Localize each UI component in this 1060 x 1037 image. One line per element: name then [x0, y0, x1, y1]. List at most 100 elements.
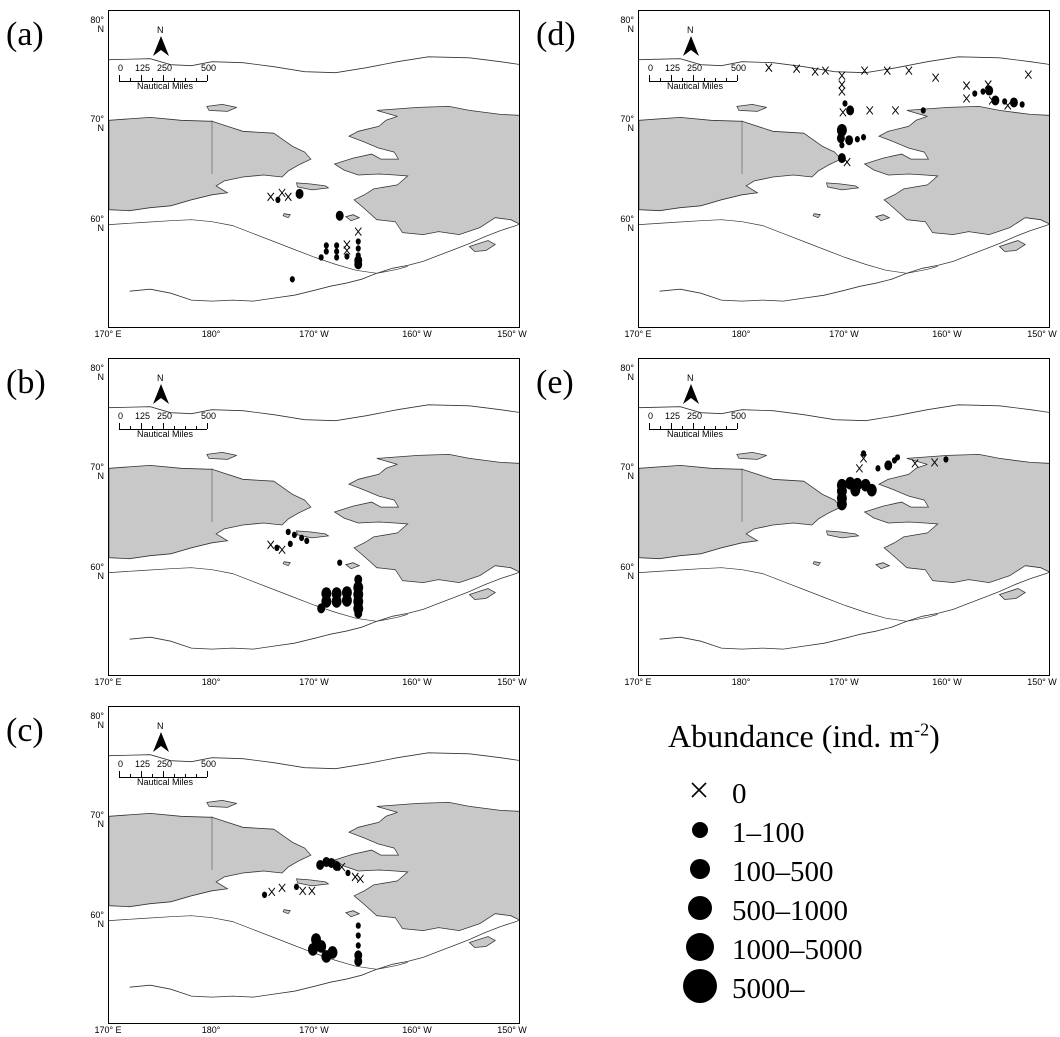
station-abundance-marker [1009, 97, 1018, 108]
longitude-label: 150° W [1027, 677, 1057, 687]
latitude-label: 80° [90, 15, 104, 25]
panel-label: (d) [536, 16, 576, 53]
station-abundance-marker [331, 595, 342, 608]
coastline-arctic [639, 404, 1049, 422]
latitude-hemisphere-label: N [97, 819, 105, 830]
longitude-label: 170° W [299, 329, 329, 339]
coastline-arctic [109, 56, 519, 74]
island-kodiak [998, 588, 1026, 600]
island-nunivak [875, 214, 891, 222]
longitude-label: 170° W [299, 677, 329, 687]
map-frame: N 0 125 250 500 Nautical Miles [108, 358, 520, 676]
coastline-aleutians [129, 919, 519, 998]
station-abundance-marker [307, 943, 318, 956]
station-zero-marker [963, 81, 971, 90]
map-panel-d: (d) N 0 125 250 500 Nautical Miles 80° N 70° N 60° N… [530, 0, 1057, 340]
scale-bar-tick-label: 0 [118, 759, 124, 769]
island-st-matthew [282, 909, 291, 915]
legend-item-label: 1000–5000 [732, 934, 863, 966]
longitude-label: 170° E [624, 677, 652, 687]
latitude-label: 70° [90, 810, 104, 821]
latitude-hemisphere-label: N [627, 123, 635, 134]
latitude-label: 70° [90, 462, 104, 473]
map-canvas [109, 56, 519, 302]
station-zero-marker [838, 71, 846, 81]
latitude-hemisphere-label: N [97, 570, 105, 581]
island-st-matthew [812, 213, 821, 219]
station-abundance-marker [845, 135, 854, 146]
legend-item-label: 1–100 [732, 817, 805, 849]
latitude-hemisphere-label: N [97, 24, 105, 34]
latitude-hemisphere-label: N [627, 372, 635, 382]
scale-bar-tick-label: 500 [201, 411, 217, 421]
station-zero-marker [299, 886, 307, 896]
shelf-contour [639, 219, 938, 274]
station-zero-marker [338, 862, 346, 872]
coastline-aleutians [659, 223, 1049, 302]
station-abundance-marker [354, 608, 363, 619]
north-arrow-icon: N [151, 721, 171, 752]
panel-label: (a) [6, 16, 44, 53]
north-label: N [687, 25, 694, 35]
coastline-aleutians [129, 223, 519, 302]
island-wrangel [736, 451, 767, 460]
station-zero-marker [839, 107, 847, 117]
north-arrow-icon: N [681, 373, 701, 404]
landmass-alaska [333, 105, 519, 236]
scale-bar-units: Nautical Miles [667, 429, 724, 439]
panel-label: (b) [6, 364, 46, 401]
station-abundance-marker [1019, 101, 1025, 108]
longitude-label: 170° E [94, 677, 122, 687]
station-abundance-marker [345, 869, 351, 877]
legend-item: 500–1000 [668, 891, 968, 929]
station-zero-marker [861, 66, 869, 76]
station-zero-marker [356, 874, 364, 884]
station-abundance-marker [991, 95, 1000, 106]
station-abundance-marker [299, 534, 305, 542]
latitude-label: 80° [90, 363, 104, 373]
station-zero-marker [932, 73, 940, 83]
coastline-arctic [109, 752, 519, 770]
scale-bar-tick-label: 500 [201, 63, 217, 73]
station-zero-marker [905, 66, 913, 76]
station-zero-marker [268, 887, 276, 897]
legend-title: Abundance (ind. m-2) [668, 718, 940, 754]
landmass-alaska [863, 453, 1049, 584]
coastline-arctic [639, 56, 1049, 74]
station-zero-marker [866, 106, 874, 115]
station-abundance-marker [861, 450, 867, 457]
station-abundance-marker [839, 141, 845, 149]
scale-bar-tick-label: 0 [648, 63, 654, 73]
latitude-label: 80° [90, 711, 104, 721]
station-zero-marker [1024, 70, 1032, 80]
longitude-label: 160° W [402, 1025, 432, 1035]
scale-bar-tick-label: 500 [731, 63, 747, 73]
station-abundance-marker [355, 942, 361, 949]
legend-cross-icon [691, 782, 707, 798]
scale-bar-tick-label: 250 [687, 411, 703, 421]
island-wrangel [206, 103, 237, 112]
station-abundance-marker [354, 259, 363, 270]
scale-bar: 0 125 250 500 Nautical Miles [648, 411, 759, 439]
station-abundance-marker [334, 254, 340, 261]
longitude-label: 180° [201, 1025, 221, 1035]
scale-bar-tick-label: 500 [731, 411, 747, 421]
station-abundance-marker [341, 594, 352, 607]
map-panel-a: (a) N 0 125 250 500 Nautical Miles 80° N 70° N 60° N… [0, 0, 527, 340]
latitude-hemisphere-label: N [97, 471, 105, 482]
island-st-lawrence [826, 182, 860, 191]
station-abundance-marker [985, 85, 994, 96]
latitude-hemisphere-label: N [97, 720, 105, 730]
station-zero-marker [860, 454, 868, 463]
station-zero-marker [891, 106, 899, 115]
map-panel-b: (b) N 0 125 250 500 Nautical Miles 80° N 70° N 60° N… [0, 348, 527, 688]
legend: Abundance (ind. m-2) 0 1–100 100–500 500–10… [668, 718, 988, 1018]
longitude-label: 150° W [1027, 329, 1057, 339]
station-abundance-marker [836, 497, 847, 511]
island-nunivak [345, 562, 361, 570]
station-abundance-marker [285, 528, 291, 536]
scale-bar: 0 125 250 500 Nautical Miles [648, 63, 759, 91]
island-wrangel [206, 799, 237, 808]
scale-bar: 0 125 250 500 Nautical Miles [118, 63, 229, 91]
legend-item: 1–100 [668, 813, 968, 851]
